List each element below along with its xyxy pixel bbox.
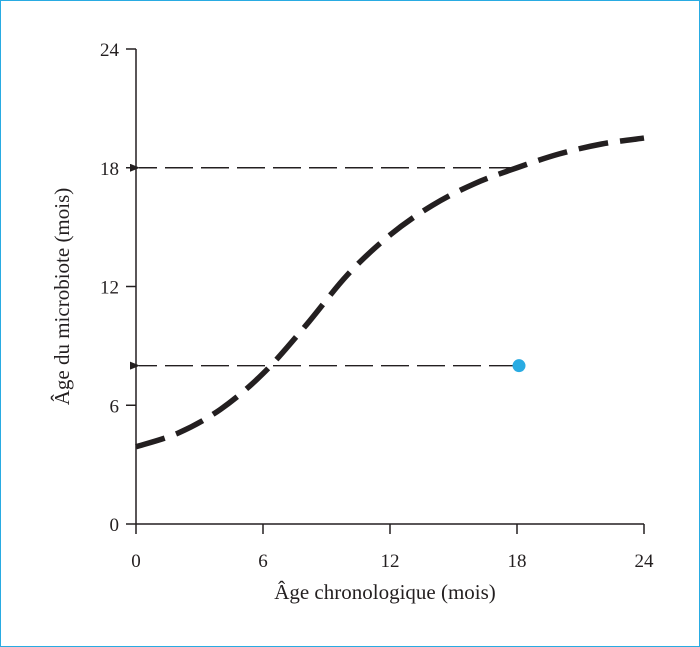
- y-tick-label: 18: [100, 159, 119, 180]
- y-tick-label: 12: [100, 278, 119, 299]
- x-tick-label: 18: [508, 551, 527, 572]
- axis-labels: 0 6 12 18 24 0 6 12 18 24 Âge chronologique (mois)…: [50, 40, 654, 604]
- data-point: [512, 359, 526, 373]
- axes: [126, 48, 645, 534]
- reference-arrows: [130, 163, 517, 370]
- highlight-points: [512, 359, 526, 373]
- y-axis-title: Âge du microbiote (mois): [50, 188, 74, 406]
- x-axis-title: Âge chronologique (mois): [274, 580, 496, 604]
- y-tick-label: 6: [110, 396, 120, 417]
- series-line: [135, 135, 645, 450]
- y-tick-label: 24: [100, 40, 120, 61]
- x-tick-label: 6: [258, 551, 268, 572]
- x-tick-label: 24: [635, 551, 655, 572]
- y-tick-label: 0: [110, 515, 120, 536]
- series: [135, 135, 645, 450]
- x-tick-label: 12: [381, 551, 400, 572]
- x-tick-label: 0: [131, 551, 141, 572]
